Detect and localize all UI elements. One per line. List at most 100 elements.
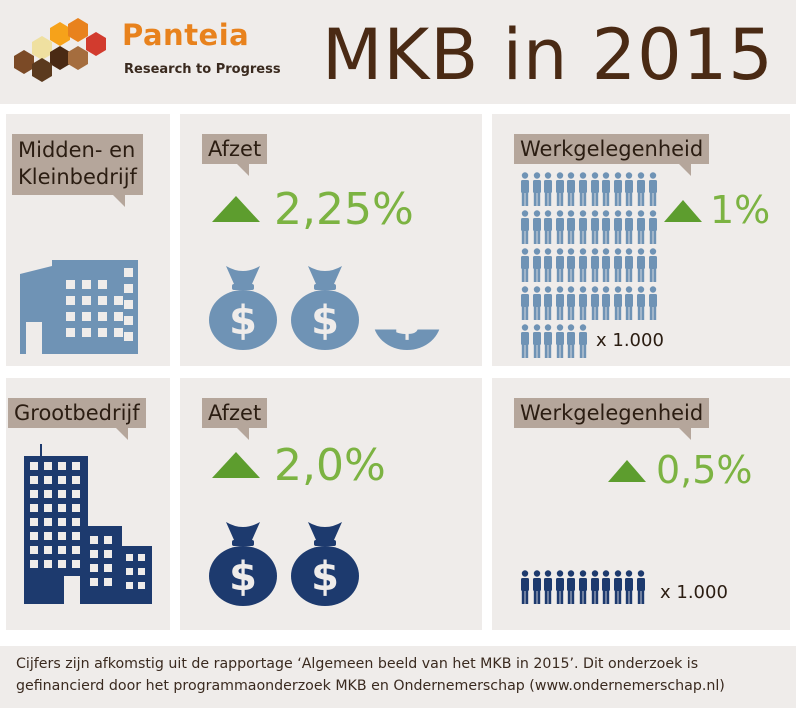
person-icon bbox=[602, 248, 611, 282]
money-bag-icon: $ bbox=[288, 262, 362, 352]
person-icon bbox=[636, 172, 646, 206]
person-icon bbox=[613, 286, 622, 320]
person-icon bbox=[624, 570, 634, 604]
person-icon bbox=[543, 324, 553, 358]
person-icon bbox=[578, 172, 588, 206]
person-icon bbox=[601, 570, 611, 604]
person-icon bbox=[636, 570, 646, 604]
person-icon bbox=[624, 248, 634, 282]
gb-afzet-money-bags: $ $ bbox=[206, 518, 466, 612]
money-bag-icon: $ bbox=[291, 266, 359, 350]
person-icon bbox=[613, 248, 622, 282]
person-icon bbox=[590, 286, 600, 320]
panteia-logo-hexagons bbox=[10, 18, 120, 88]
person-icon bbox=[601, 172, 611, 206]
person-icon bbox=[637, 172, 645, 206]
person-icon bbox=[555, 286, 565, 320]
money-bag-icon: $ bbox=[206, 518, 280, 608]
person-icon bbox=[544, 210, 553, 244]
office-tower-icon bbox=[20, 444, 154, 604]
person-icon bbox=[566, 172, 576, 206]
money-bag-icon: $ bbox=[209, 266, 277, 350]
person-icon bbox=[566, 210, 576, 244]
person-icon bbox=[520, 286, 530, 320]
person-icon bbox=[590, 286, 599, 320]
person-icon bbox=[625, 286, 634, 320]
mkb-label-tag: Midden- en Kleinbedrijf bbox=[12, 134, 143, 207]
person-icon bbox=[613, 570, 623, 604]
money-bag-icon: $ bbox=[209, 522, 277, 606]
gb-afzet-value: 2,0% bbox=[274, 440, 386, 491]
money-bag-icon: $ bbox=[291, 522, 359, 606]
mkb-werkgelegenheid-label: Werkgelegenheid bbox=[514, 134, 710, 177]
person-icon bbox=[543, 570, 553, 604]
person-icon bbox=[602, 570, 611, 604]
money-bag-icon: $ bbox=[206, 262, 280, 352]
person-icon bbox=[555, 570, 565, 604]
person-icon bbox=[520, 324, 530, 358]
person-icon bbox=[636, 248, 646, 282]
person-icon bbox=[637, 286, 645, 320]
person-icon bbox=[555, 248, 565, 282]
person-icon bbox=[544, 248, 553, 282]
person-icon bbox=[521, 210, 529, 244]
header: Panteia Research to Progress MKB in 2015 bbox=[0, 0, 796, 104]
gb-afzet-up-arrow-icon bbox=[212, 452, 260, 478]
person-icon bbox=[532, 324, 541, 358]
person-icon bbox=[624, 286, 634, 320]
person-icon bbox=[567, 286, 576, 320]
person-icon bbox=[532, 172, 542, 206]
person-icon bbox=[613, 172, 622, 206]
person-icon bbox=[566, 286, 576, 320]
person-icon bbox=[544, 570, 553, 604]
person-icon bbox=[648, 286, 657, 320]
person-icon bbox=[532, 248, 541, 282]
person-icon bbox=[532, 286, 542, 320]
person-icon bbox=[590, 172, 599, 206]
gb-werkgelegenheid-label: Werkgelegenheid bbox=[514, 398, 710, 441]
person-icon bbox=[555, 248, 564, 282]
mkb-label-line2: Kleinbedrijf bbox=[18, 165, 137, 190]
gb-afzet-label: Afzet bbox=[202, 398, 268, 441]
mkb-people-grid bbox=[520, 172, 660, 362]
svg-text:$: $ bbox=[393, 298, 421, 344]
mkb-afzet-up-arrow-icon bbox=[212, 196, 260, 222]
person-icon bbox=[578, 248, 588, 282]
person-icon bbox=[579, 570, 587, 604]
person-icon bbox=[555, 570, 564, 604]
gb-people-row bbox=[520, 570, 660, 610]
person-icon bbox=[521, 324, 529, 358]
person-icon bbox=[555, 172, 565, 206]
mkb-category-panel: Midden- en Kleinbedrijf bbox=[6, 114, 170, 366]
person-icon bbox=[520, 172, 530, 206]
person-icon bbox=[532, 210, 541, 244]
person-icon bbox=[579, 248, 587, 282]
person-icon bbox=[567, 248, 576, 282]
person-icon bbox=[601, 286, 611, 320]
person-icon bbox=[590, 570, 599, 604]
person-icon bbox=[648, 248, 658, 282]
svg-text:$: $ bbox=[229, 554, 257, 600]
person-icon bbox=[590, 172, 600, 206]
person-icon bbox=[567, 570, 576, 604]
gb-werkgelegenheid-panel: Werkgelegenheid 0,5% x 1.000 bbox=[492, 378, 790, 630]
mkb-afzet-value: 2,25% bbox=[274, 184, 414, 235]
person-icon bbox=[543, 286, 553, 320]
person-icon bbox=[567, 172, 576, 206]
person-icon bbox=[590, 210, 600, 244]
gb-werkgelegenheid-up-arrow-icon bbox=[608, 460, 646, 482]
person-icon bbox=[579, 324, 587, 358]
person-icon bbox=[520, 248, 530, 282]
person-icon bbox=[648, 210, 658, 244]
person-icon bbox=[532, 210, 542, 244]
footer-line-2: gefinancierd door het programmaonderzoek… bbox=[16, 678, 725, 694]
person-icon bbox=[613, 210, 623, 244]
person-icon bbox=[636, 286, 646, 320]
person-icon bbox=[578, 286, 588, 320]
person-icon bbox=[521, 172, 529, 206]
person-icon bbox=[578, 324, 588, 358]
mkb-label-line1: Midden- en bbox=[18, 138, 136, 162]
svg-text:$: $ bbox=[229, 298, 257, 344]
person-icon bbox=[555, 172, 564, 206]
